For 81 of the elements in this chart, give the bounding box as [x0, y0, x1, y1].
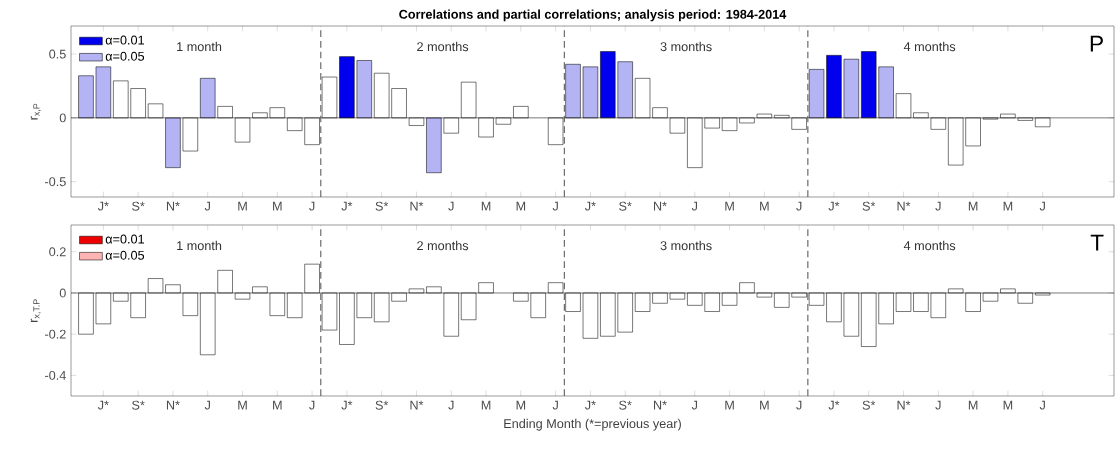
legend-label: α=0.05 — [105, 51, 145, 61]
x-tick-label: J — [691, 400, 698, 410]
x-tick-label: S* — [619, 201, 632, 211]
x-tick-label: M — [516, 201, 526, 211]
annotation: 1 month — [177, 41, 222, 52]
x-tick-label: N* — [654, 201, 667, 211]
x-tick-label: S* — [862, 400, 876, 410]
y-tick-label: -0.4 — [45, 370, 66, 380]
y-axis-title: r$_{x,T.P}$ — [30, 299, 41, 322]
x-tick-label: J — [1039, 400, 1045, 410]
x-tick-label: N* — [897, 201, 911, 211]
x-tick-label: J* — [584, 400, 596, 410]
x-tick-label: J — [552, 400, 558, 410]
y-tick-label: 0 — [59, 288, 66, 298]
x-tick-label: M — [725, 201, 734, 211]
x-tick-label: J* — [341, 201, 353, 211]
x-tick-label: J — [448, 400, 454, 410]
x-tick-label: M — [238, 400, 247, 410]
x-tick-label: J — [552, 201, 558, 211]
x-tick-label: M — [516, 400, 526, 410]
x-tick-label: M — [481, 201, 491, 211]
x-tick-label: N* — [410, 400, 424, 410]
y-tick-label: -0.2 — [45, 329, 66, 339]
x-tick-label: M — [725, 400, 734, 410]
x-tick-label: S* — [375, 201, 389, 211]
x-tick-label: J* — [584, 201, 596, 211]
x-tick-label: M — [1003, 400, 1013, 410]
x-tick-label: M — [238, 201, 247, 211]
legend-label: α=0.01 — [105, 234, 144, 244]
x-tick-label: N* — [166, 400, 180, 410]
text: T — [1090, 234, 1104, 251]
annotation: 4 months — [903, 41, 956, 52]
x-tick-label: N* — [897, 400, 911, 410]
x-tick-label: M — [968, 400, 978, 410]
x-tick-label: S* — [132, 201, 145, 211]
x-tick-label: N* — [410, 201, 424, 211]
x-tick-label: J* — [97, 201, 109, 211]
x-tick-label: J — [796, 201, 802, 211]
y-tick-label: 0.2 — [49, 247, 66, 257]
x-tick-label: M — [273, 400, 282, 410]
x-tick-label: J* — [341, 400, 353, 410]
x-tick-label: J* — [97, 400, 109, 410]
x-tick-label: S* — [132, 400, 145, 410]
annotation: 1 month — [177, 240, 222, 251]
x-tick-label: J* — [828, 201, 840, 211]
annotation: 2 months — [417, 41, 469, 52]
x-tick-label: J — [309, 201, 315, 211]
y-tick-label: 0.5 — [49, 49, 66, 59]
x-tick-label: J — [309, 400, 315, 410]
y-tick-label: -0.5 — [45, 177, 66, 187]
x-tick-label: M — [1003, 201, 1013, 211]
x-tick-label: N* — [166, 201, 180, 211]
legend-label: α=0.01 — [105, 35, 144, 45]
legend-label: α=0.05 — [105, 250, 145, 260]
text: P — [1090, 35, 1103, 52]
y-axis-title: r$_{x,P}$ — [30, 103, 41, 120]
x-tick-label: S* — [375, 400, 389, 410]
annotation: 2 months — [417, 240, 469, 251]
x-tick-label: M — [273, 201, 282, 211]
x-axis-title: Ending Month (*=previous year) — [504, 418, 681, 431]
x-tick-label: J — [204, 201, 210, 211]
x-tick-label: J — [935, 201, 941, 211]
y-tick-label: 0 — [59, 113, 66, 123]
x-tick-label: M — [481, 400, 491, 410]
x-tick-label: J — [691, 201, 698, 211]
x-tick-label: S* — [619, 400, 632, 410]
x-tick-label: J — [796, 400, 802, 410]
annotation: 3 months — [660, 41, 712, 52]
x-tick-label: S* — [862, 201, 876, 211]
x-tick-label: J* — [828, 400, 840, 410]
x-tick-label: J — [1039, 201, 1045, 211]
annotation: 3 months — [660, 240, 712, 251]
annotation: 4 months — [903, 240, 956, 251]
x-tick-label: M — [760, 400, 769, 410]
x-tick-label: N* — [654, 400, 667, 410]
chart-title: Correlations and partial correlations; analysis period: 1984-2014 — [399, 9, 787, 22]
x-tick-label: J — [935, 400, 941, 410]
x-tick-label: M — [968, 201, 978, 211]
x-tick-label: J — [448, 201, 454, 211]
x-tick-label: M — [760, 201, 769, 211]
x-tick-label: J — [204, 400, 210, 410]
